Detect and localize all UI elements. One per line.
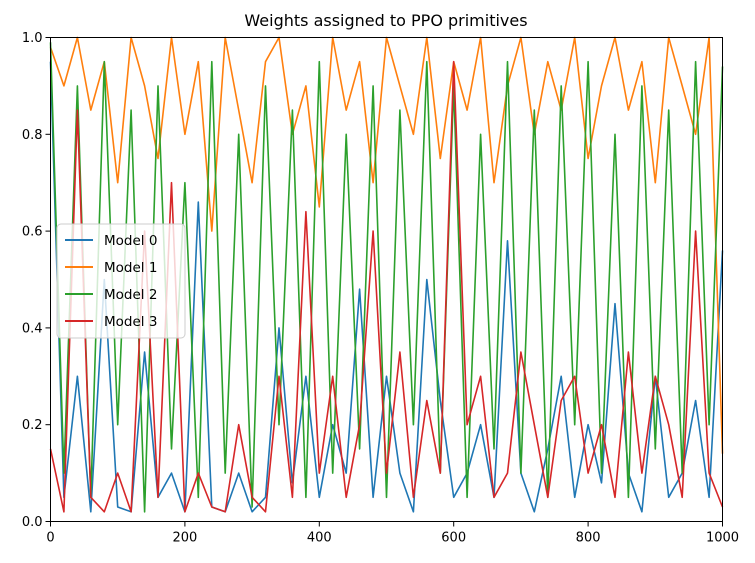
plot-frame xyxy=(50,37,723,522)
series-line-2 xyxy=(49,42,724,513)
series-line-0 xyxy=(49,61,724,513)
y-tick-label: 0.0 xyxy=(22,515,43,530)
y-axis: 0.0 0.2 0.4 0.6 0.8 1.0 xyxy=(22,31,51,530)
chart-title: Weights assigned to PPO primitives xyxy=(244,11,527,30)
x-tick-label: 0 xyxy=(46,531,54,546)
y-tick-label: 0.4 xyxy=(22,321,43,336)
legend-box xyxy=(56,223,186,339)
legend-label: Model 1 xyxy=(104,260,157,276)
y-tick-label: 0.2 xyxy=(22,418,43,433)
legend-label: Model 2 xyxy=(104,287,157,303)
y-tick-label: 0.8 xyxy=(22,128,43,143)
y-tick-label: 0.6 xyxy=(22,225,43,240)
legend-label: Model 3 xyxy=(104,314,157,330)
legend: Model 0 Model 1 Model 2 Model 3 xyxy=(56,223,186,339)
x-tick-label: 800 xyxy=(576,531,601,546)
x-axis: 0 200 400 600 800 1000 xyxy=(46,521,739,546)
x-tick-label: 1000 xyxy=(706,531,739,546)
x-tick-label: 200 xyxy=(172,531,197,546)
legend-label: Model 0 xyxy=(104,233,157,249)
series-line-3 xyxy=(49,60,724,513)
y-tick-label: 1.0 xyxy=(22,31,43,46)
x-tick-label: 600 xyxy=(441,531,466,546)
x-tick-label: 400 xyxy=(307,531,332,546)
